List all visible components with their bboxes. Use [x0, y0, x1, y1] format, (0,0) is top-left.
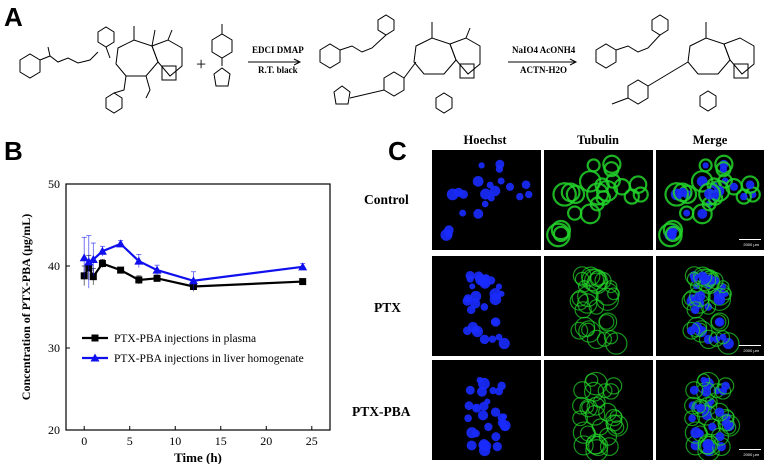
data-point [299, 278, 307, 286]
x-axis-label: Time (h) [174, 450, 222, 464]
image-ptx-merge: 2000 μm [656, 256, 764, 356]
row-label-ptx-pba: PTX-PBA [352, 404, 411, 419]
scale-bar-label: 2000 μm [743, 242, 759, 247]
chart-panel: 0 5 10 15 20 25 20 30 40 50 Time (h) Concentration … [0, 160, 380, 465]
data-point [298, 262, 308, 271]
step1-reagents-top: EDCI DMAP [252, 45, 304, 55]
image-ptx-hoechst [432, 256, 541, 356]
image-ptx-tubulin [544, 256, 653, 356]
boronic-ester-structure [211, 24, 233, 87]
image-ptx-pba-hoechst [432, 360, 541, 460]
data-point [84, 257, 94, 266]
row-label-control: Control [364, 192, 409, 207]
step2-reagents-bottom: ACTN-H2O [520, 65, 567, 75]
panel-label-a: A [4, 2, 23, 32]
image-control-tubulin [544, 150, 653, 250]
scale-bar-label: 2000 μm [743, 452, 759, 457]
x-tick-label: 5 [127, 434, 133, 448]
data-point [98, 260, 106, 268]
scale-bar [739, 345, 761, 346]
x-tick-label: 20 [260, 434, 272, 448]
panel-label-c: C [388, 136, 407, 166]
data-point [117, 266, 125, 274]
y-tick-label: 50 [48, 177, 60, 191]
image-control-merge: 2000 μm [656, 150, 764, 250]
data-point [89, 273, 97, 281]
y-axis-label: Concentration of PTX-PBA (μg/mL) [19, 214, 33, 400]
scale-bar-label: 2000 μm [743, 348, 759, 353]
data-point [135, 276, 143, 284]
reaction-scheme: + [19, 14, 755, 114]
column-header-tubulin: Tubulin [577, 133, 619, 147]
column-header-merge: Merge [692, 133, 728, 147]
data-point [116, 239, 126, 248]
column-header-hoechst: Hoechst [463, 133, 507, 147]
plus-sign: + [196, 54, 206, 74]
legend-label: PTX-PBA injections in plasma [114, 333, 256, 345]
paclitaxel-structure [19, 26, 183, 114]
scale-bar [739, 449, 761, 450]
y-tick-label: 30 [48, 341, 60, 355]
data-point [153, 274, 161, 282]
intermediate-structure [319, 14, 481, 114]
y-tick-label: 20 [48, 423, 60, 437]
step2-reagents-top: NaIO4 AcONH4 [512, 45, 576, 55]
data-point [152, 265, 162, 274]
image-ptx-pba-tubulin [544, 360, 653, 460]
x-tick-label: 25 [306, 434, 318, 448]
image-ptx-pba-merge: 2000 μm [656, 360, 764, 460]
image-control-hoechst [432, 150, 541, 250]
data-point [79, 253, 89, 262]
legend-marker [90, 353, 100, 362]
x-tick-label: 15 [215, 434, 227, 448]
data-point [88, 254, 98, 263]
data-point [97, 246, 107, 255]
data-point [188, 276, 198, 285]
y-tick-label: 40 [48, 259, 60, 273]
step1-reagents-bottom: R.T. black [258, 65, 298, 75]
panel-label-b: B [4, 136, 23, 166]
pk-chart: 0 5 10 15 20 25 20 30 40 50 Time (h) Concentration … [19, 177, 331, 465]
product-structure [595, 14, 755, 112]
data-point [134, 256, 144, 265]
legend-label: PTX-PBA injections in liver homogenate [114, 353, 304, 365]
row-label-ptx: PTX [374, 300, 401, 315]
x-tick-label: 0 [81, 434, 87, 448]
legend-marker [91, 334, 99, 342]
scale-bar [739, 239, 761, 240]
x-tick-label: 10 [169, 434, 181, 448]
plot-frame [65, 183, 331, 431]
